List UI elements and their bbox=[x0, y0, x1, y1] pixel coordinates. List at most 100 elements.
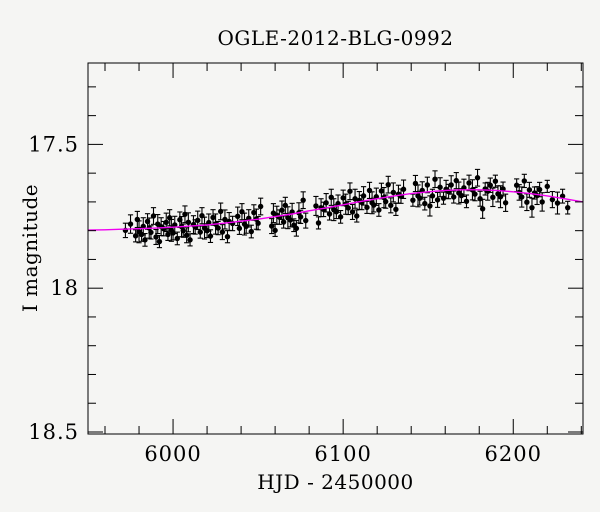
plot-frame bbox=[87, 62, 584, 435]
data-point bbox=[453, 172, 459, 190]
data-point bbox=[207, 229, 214, 244]
data-point-marker bbox=[326, 211, 333, 217]
data-point-marker bbox=[479, 206, 486, 212]
data-point-marker bbox=[388, 202, 394, 209]
data-point bbox=[229, 215, 236, 232]
data-point bbox=[502, 193, 509, 212]
data-point-marker bbox=[172, 222, 178, 228]
data-point-marker bbox=[536, 186, 543, 193]
data-point-marker bbox=[427, 203, 433, 209]
data-point-marker bbox=[127, 221, 134, 227]
data-point bbox=[412, 174, 419, 193]
data-point-marker bbox=[477, 196, 483, 202]
data-point-marker bbox=[429, 193, 436, 199]
data-point bbox=[140, 217, 146, 236]
data-point-marker bbox=[323, 200, 329, 206]
data-point bbox=[477, 190, 483, 207]
data-point-marker bbox=[526, 187, 533, 193]
data-point bbox=[490, 187, 496, 208]
data-point bbox=[257, 197, 264, 216]
data-point bbox=[132, 229, 139, 243]
data-point-marker bbox=[554, 200, 561, 206]
data-point bbox=[422, 196, 428, 211]
data-point-marker bbox=[156, 238, 163, 245]
data-point-marker bbox=[142, 237, 148, 243]
data-point bbox=[323, 193, 329, 213]
data-point-marker bbox=[376, 207, 382, 213]
data-point-marker bbox=[197, 229, 203, 235]
data-point-marker bbox=[217, 208, 224, 215]
data-point-marker bbox=[529, 204, 535, 211]
data-point bbox=[210, 209, 216, 226]
data-point-marker bbox=[360, 193, 367, 199]
data-point-marker bbox=[185, 219, 192, 226]
data-point-marker bbox=[243, 223, 249, 230]
data-point-marker bbox=[378, 188, 385, 194]
data-point bbox=[182, 205, 188, 224]
data-point-marker bbox=[349, 209, 356, 215]
data-point bbox=[376, 203, 382, 217]
data-point bbox=[328, 188, 334, 206]
data-point bbox=[564, 200, 571, 215]
data-point-marker bbox=[272, 227, 278, 234]
data-point-marker bbox=[487, 182, 493, 188]
data-point-marker bbox=[248, 228, 254, 235]
data-point-marker bbox=[519, 194, 525, 200]
data-point bbox=[315, 216, 322, 230]
data-point-marker bbox=[222, 216, 228, 223]
data-point-marker bbox=[474, 175, 481, 181]
data-point-marker bbox=[524, 199, 530, 205]
data-point-marker bbox=[293, 225, 300, 232]
data-point bbox=[174, 231, 181, 246]
data-point bbox=[352, 188, 358, 209]
data-point-marker bbox=[544, 183, 550, 190]
data-point-marker bbox=[279, 207, 285, 213]
data-point bbox=[354, 209, 360, 223]
data-point bbox=[492, 174, 499, 188]
axis-ticks bbox=[88, 63, 583, 434]
data-point-marker bbox=[502, 200, 509, 206]
data-point-marker bbox=[549, 196, 556, 203]
data-point-marker bbox=[313, 203, 319, 209]
data-point bbox=[172, 215, 178, 235]
data-point bbox=[373, 187, 380, 206]
data-point-marker bbox=[437, 184, 443, 190]
data-point-marker bbox=[521, 178, 528, 184]
data-point bbox=[364, 200, 370, 214]
data-point bbox=[393, 202, 399, 216]
data-point bbox=[529, 197, 535, 218]
data-point-marker bbox=[165, 231, 171, 238]
data-point bbox=[549, 191, 556, 209]
data-point bbox=[300, 191, 306, 210]
data-point-marker bbox=[451, 194, 457, 200]
data-point bbox=[400, 179, 407, 200]
data-point-marker bbox=[458, 192, 465, 199]
data-point bbox=[544, 179, 550, 193]
data-point bbox=[427, 195, 433, 217]
x-tick-label: 6000 bbox=[144, 442, 201, 466]
data-point bbox=[519, 186, 525, 208]
data-point-marker bbox=[224, 234, 231, 240]
data-point bbox=[185, 212, 192, 233]
data-point-marker bbox=[364, 204, 370, 211]
data-points bbox=[122, 168, 571, 249]
tick-labels: 6000 6100 6200 17.5 18 18.5 bbox=[28, 132, 541, 466]
chart-title: OGLE-2012-BLG-0992 bbox=[217, 26, 454, 50]
data-point-marker bbox=[148, 229, 154, 236]
data-point-marker bbox=[513, 182, 520, 188]
data-point bbox=[243, 218, 249, 234]
data-point-marker bbox=[393, 206, 399, 213]
data-point-marker bbox=[140, 223, 146, 230]
data-point-marker bbox=[352, 196, 358, 202]
data-point bbox=[201, 216, 208, 240]
data-point-marker bbox=[234, 213, 241, 219]
data-point-marker bbox=[174, 235, 181, 242]
data-point bbox=[222, 209, 228, 230]
data-point-marker bbox=[347, 188, 353, 194]
model-curve bbox=[87, 189, 584, 231]
data-point bbox=[479, 198, 486, 219]
data-point-marker bbox=[180, 227, 186, 234]
data-point bbox=[303, 212, 309, 229]
x-tick-label: 6100 bbox=[314, 442, 371, 466]
data-point bbox=[388, 197, 394, 214]
